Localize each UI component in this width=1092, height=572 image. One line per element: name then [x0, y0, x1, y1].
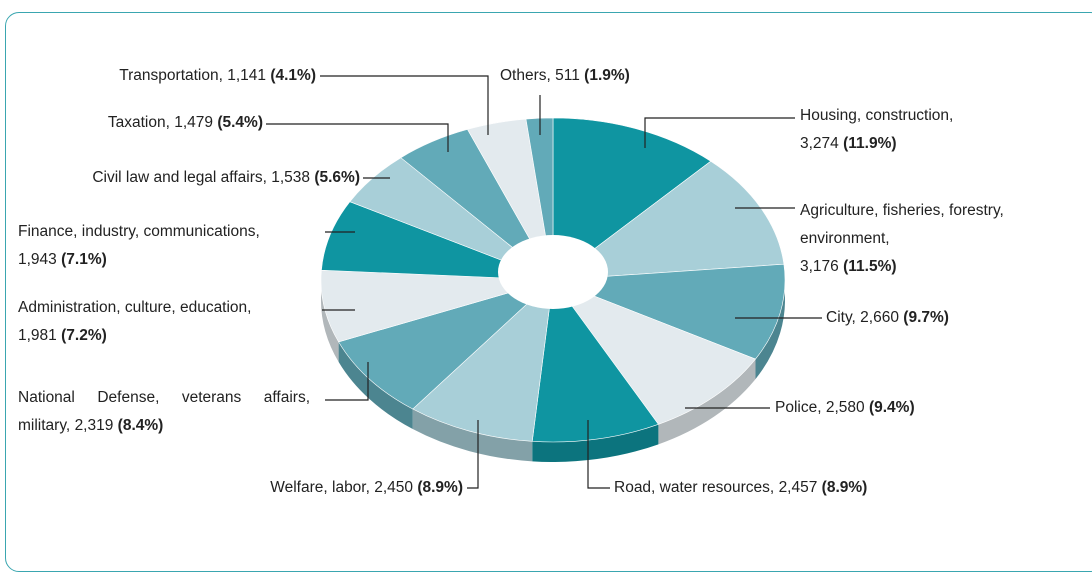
leader-line [266, 123, 449, 152]
page: Housing, construction, 3,274 (11.9%) Agri… [5, 12, 1092, 572]
slice-label: Agriculture, fisheries, forestry, enviro… [800, 197, 1040, 281]
slice-label: Housing, construction, 3,274 (11.9%) [800, 102, 1000, 158]
slice-label: Taxation, 1,479 (5.4%) [108, 109, 263, 137]
slice-label: Road, water resources, 2,457 (8.9%) [614, 474, 867, 502]
category-label: Road, water resources, [614, 479, 775, 496]
slice-side [412, 409, 533, 462]
slice-side [320, 270, 339, 362]
slice-label: Welfare, labor, 2,450 (8.9%) [270, 474, 463, 502]
category-label: Civil law and legal affairs, [92, 169, 267, 186]
leader-line [325, 362, 369, 401]
percent-label: (11.5%) [843, 258, 897, 275]
value-label: 1,981 [18, 327, 57, 344]
percent-label: (7.1%) [61, 251, 107, 268]
slice-label: Civil law and legal affairs, 1,538 (5.6%… [92, 164, 360, 192]
value-label: 1,538 [271, 169, 311, 186]
leader-line [587, 420, 610, 489]
category-label: City, [826, 309, 856, 326]
value-label: 2,580 [825, 399, 865, 416]
slice [531, 279, 659, 443]
category-label: Housing, construction, [800, 107, 954, 124]
leader-line [644, 117, 795, 148]
category-label: Taxation, [107, 114, 170, 131]
slice-label: National Defense, veterans affairs, mili… [18, 384, 310, 440]
slice-label: Finance, industry, communications, 1,943… [18, 218, 328, 274]
percent-label: (8.4%) [117, 417, 164, 434]
category-label: National Defense, veterans affairs, mili… [18, 389, 310, 434]
value-label: 1,141 [227, 67, 267, 84]
percent-label: (5.4%) [217, 114, 263, 131]
donut-hole [498, 235, 608, 309]
percent-label: (1.9%) [584, 67, 630, 84]
leader-line [320, 75, 489, 135]
leader-line [467, 420, 479, 489]
slice [338, 279, 554, 410]
percent-label: (9.4%) [868, 399, 915, 416]
value-label: 511 [555, 67, 580, 84]
value-label: 1,943 [18, 251, 57, 268]
slice-side [338, 341, 413, 430]
value-label: 2,450 [374, 479, 414, 496]
value-label: 3,176 [800, 258, 839, 275]
value-label: 2,457 [778, 479, 818, 496]
category-label: Welfare, labor, [270, 479, 370, 496]
percent-label: (11.9%) [843, 135, 897, 152]
percent-label: (8.9%) [821, 479, 868, 496]
category-label: Police, [775, 399, 822, 416]
percent-label: (9.7%) [903, 309, 949, 326]
percent-label: (5.6%) [314, 169, 360, 186]
category-label: Administration, culture, education, [18, 299, 252, 316]
slice-label: Police, 2,580 (9.4%) [775, 394, 915, 422]
slice [321, 201, 554, 281]
percent-label: (7.2%) [61, 327, 107, 344]
slice-label: City, 2,660 (9.7%) [826, 304, 949, 332]
slice [412, 279, 554, 442]
percent-label: (8.9%) [417, 479, 463, 496]
category-label: Finance, industry, communications, [18, 223, 260, 240]
slice [552, 263, 786, 360]
slice [320, 269, 554, 343]
category-label: Transportation, [119, 67, 223, 84]
category-label: Others, [500, 67, 551, 84]
slice-label: Administration, culture, education, 1,98… [18, 294, 328, 350]
value-label: 2,660 [860, 309, 899, 326]
category-label: Agriculture, fisheries, forestry, enviro… [800, 202, 1004, 247]
slice-side [755, 264, 785, 380]
slice-label: Others, 511 (1.9%) [500, 62, 630, 90]
slice [552, 117, 712, 281]
slice [552, 279, 756, 425]
value-label: 3,274 [800, 135, 839, 152]
percent-label: (4.1%) [270, 67, 316, 84]
chart [266, 75, 822, 489]
slice-label: Transportation, 1,141 (4.1%) [119, 62, 316, 90]
value-label: 2,319 [74, 417, 114, 434]
value-label: 1,479 [174, 114, 214, 131]
